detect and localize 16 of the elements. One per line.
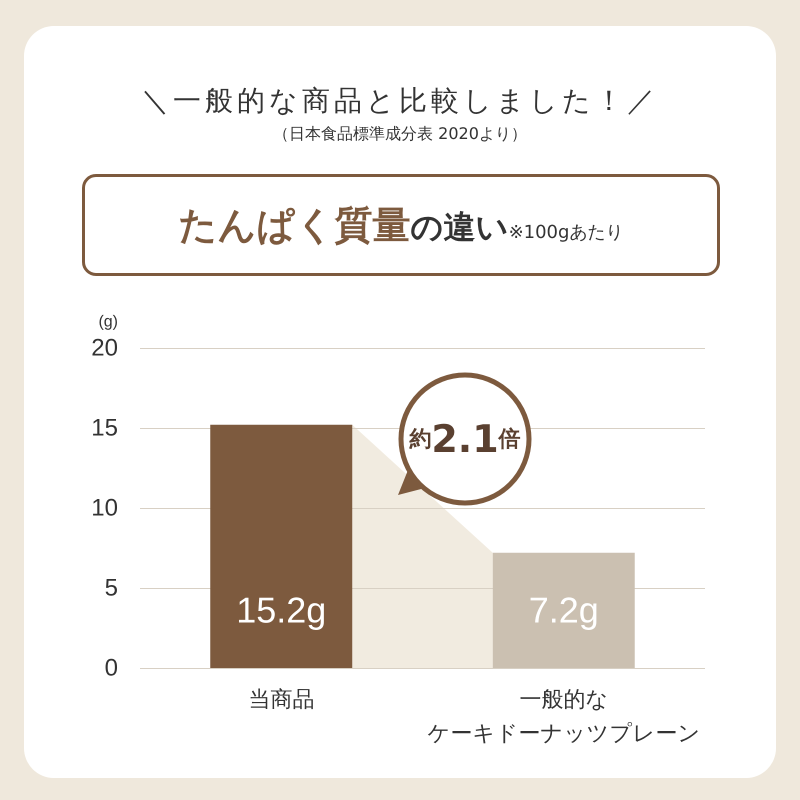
data-label: 15.2g — [236, 590, 326, 630]
text: たんぱく質量 — [178, 203, 411, 247]
chart-title: ＼一般的な商品と比較しました！／ — [140, 83, 660, 119]
text: ※100gあたり — [508, 222, 624, 243]
y-tick-label: 20 — [91, 334, 118, 362]
y-tick-label: 0 — [104, 654, 118, 682]
text: の違い — [410, 208, 509, 246]
y-tick-label: 10 — [91, 494, 118, 522]
y-tick-label: 5 — [104, 574, 118, 602]
chart-subtitle: （日本食品標準成分表 2020より） — [272, 124, 528, 145]
x-tick-label: 当商品 — [248, 686, 314, 712]
x-tick-label: 一般的なケーキドーナッツプレーン — [427, 686, 700, 746]
data-label: 7.2g — [528, 590, 599, 630]
y-tick-label: 15 — [91, 414, 118, 442]
annotation: 約2.1倍 — [409, 417, 521, 461]
y-axis-title: (g) — [98, 314, 118, 330]
